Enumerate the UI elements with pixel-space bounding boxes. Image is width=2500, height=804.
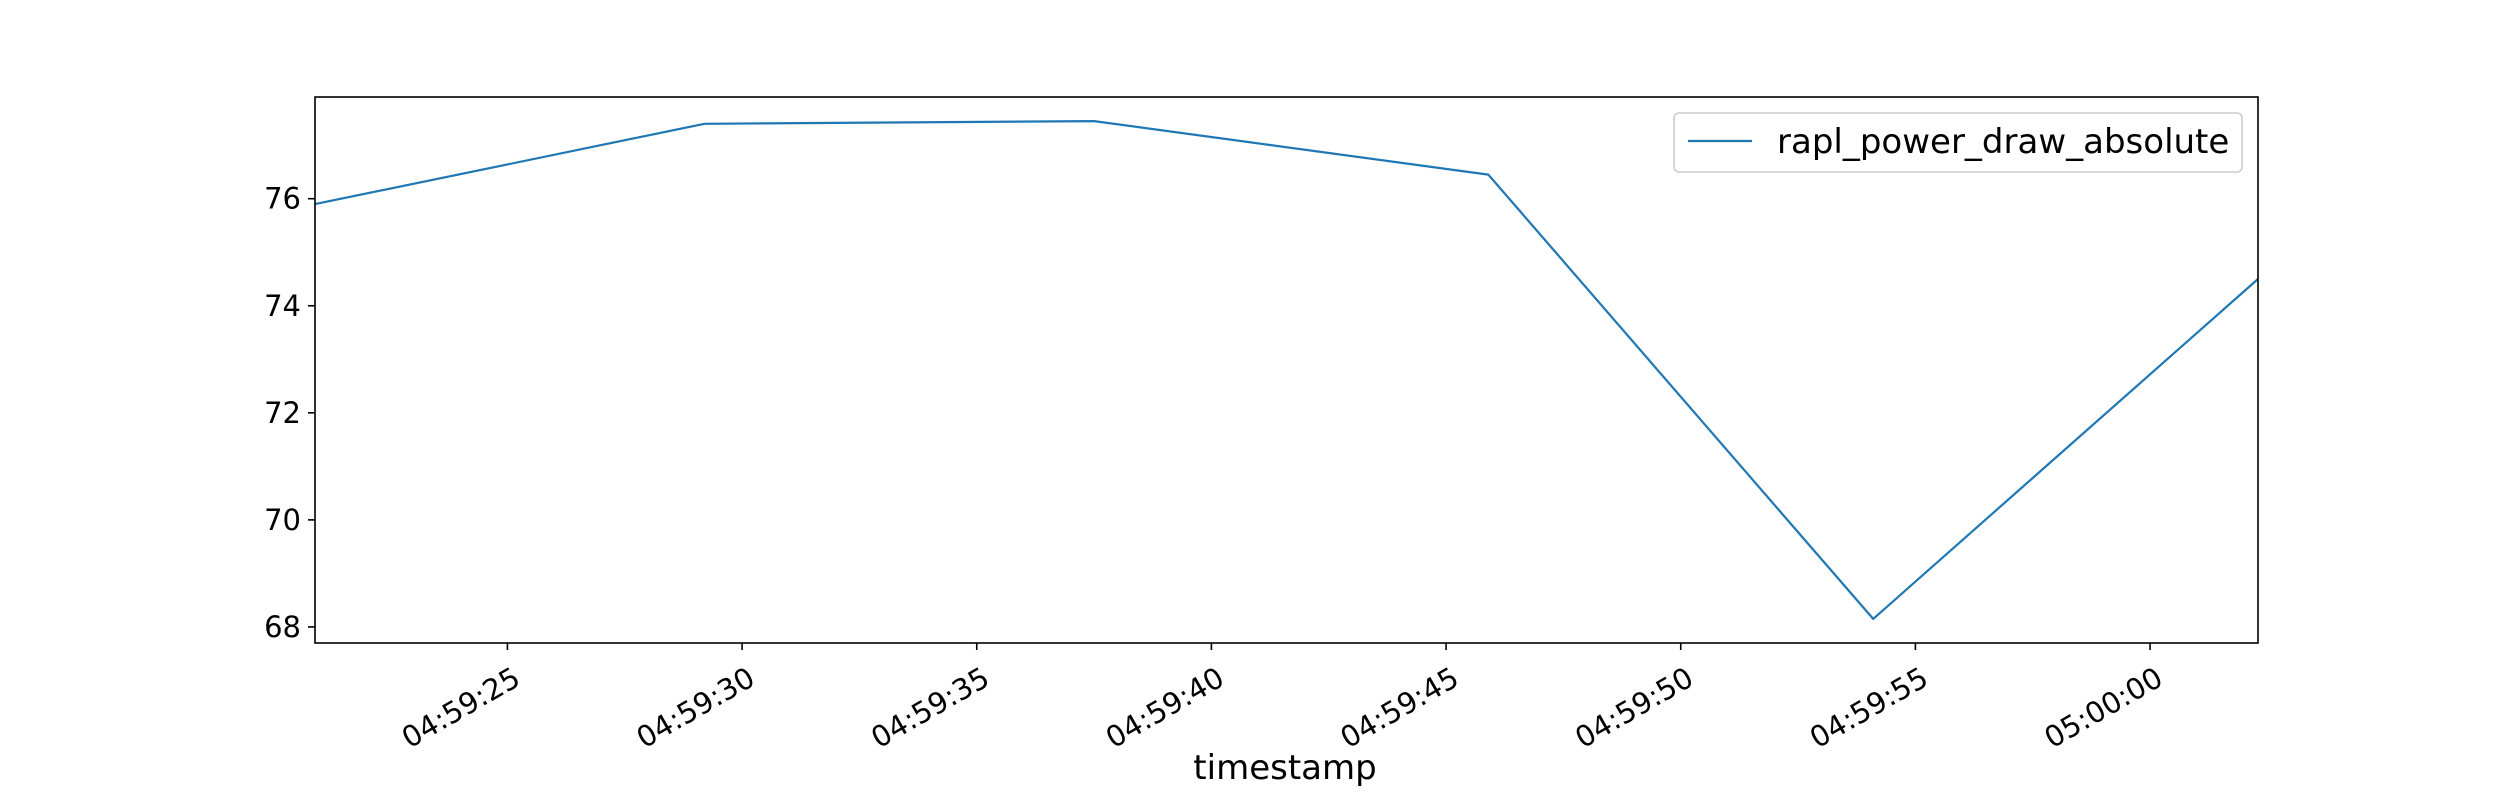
series-layer bbox=[314, 119, 2259, 621]
x-tick-label: 04:59:25 bbox=[396, 660, 526, 755]
y-axis-ticks: 68 70 72 74 76 bbox=[264, 182, 315, 644]
legend: rapl_power_draw_absolute bbox=[1673, 112, 2243, 173]
x-tick-label: 04:59:35 bbox=[865, 660, 995, 755]
x-tick-label: 04:59:50 bbox=[1569, 660, 1699, 755]
y-tick-label: 72 bbox=[264, 396, 301, 430]
y-tick-label: 76 bbox=[264, 182, 301, 216]
plot-area-frame bbox=[314, 96, 2259, 644]
legend-box bbox=[1673, 112, 2243, 173]
x-tick-label: 04:59:55 bbox=[1804, 660, 1934, 755]
x-tick-label: 04:59:30 bbox=[631, 660, 761, 755]
y-tick-label: 68 bbox=[264, 610, 301, 644]
x-axis-ticks: 04:59:25 04:59:30 04:59:35 04:59:40 04:59:45… bbox=[396, 643, 2168, 755]
series-line bbox=[314, 119, 2259, 621]
legend-label: rapl_power_draw_absolute bbox=[1777, 122, 2229, 162]
x-tick-label: 05:00:00 bbox=[2039, 660, 2169, 755]
x-tick-label: 04:59:45 bbox=[1335, 660, 1465, 755]
y-tick-label: 70 bbox=[264, 503, 301, 537]
y-tick-label: 74 bbox=[264, 289, 301, 323]
x-axis-label: timestamp bbox=[1193, 748, 1376, 788]
x-tick-label: 04:59:40 bbox=[1100, 660, 1230, 755]
